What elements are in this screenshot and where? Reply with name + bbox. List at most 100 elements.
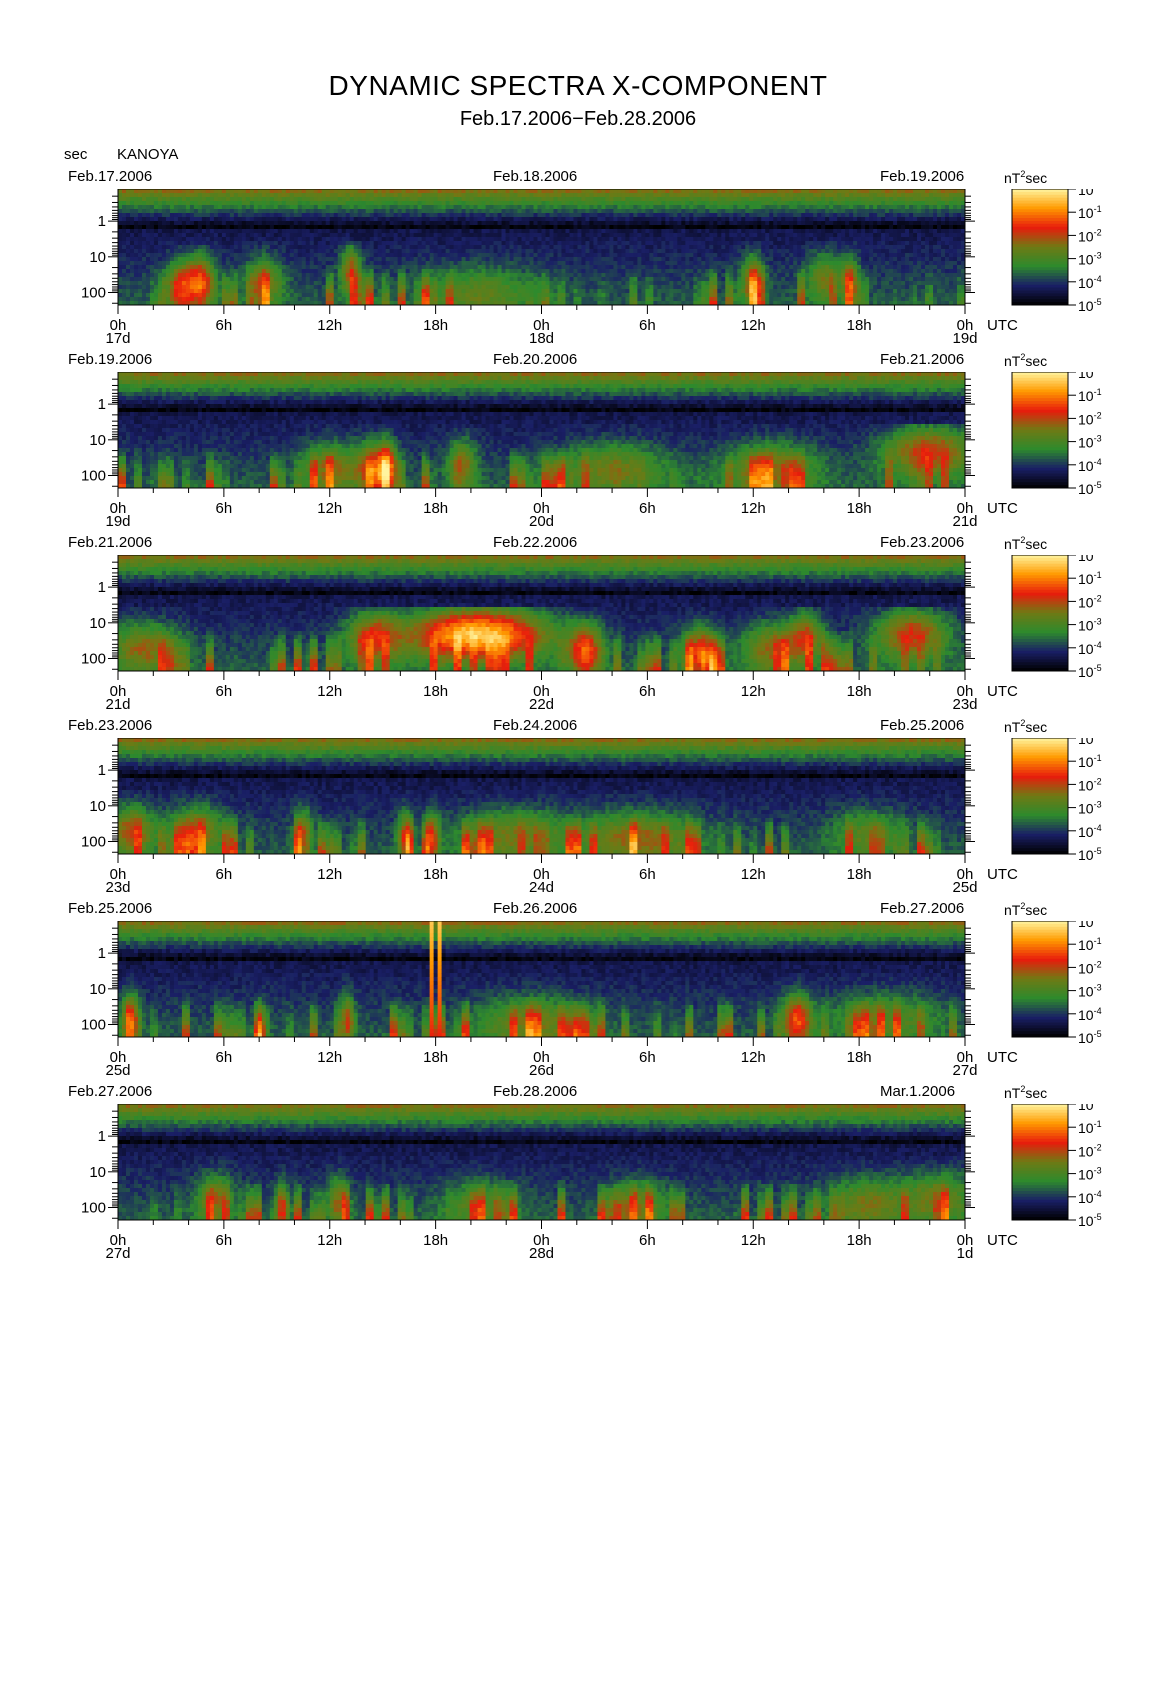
spectrum-cell	[329, 261, 335, 266]
spectrum-cell	[197, 285, 203, 290]
spectrum-cell	[201, 205, 207, 210]
spectrum-cell	[317, 209, 323, 214]
spectrum-cell	[505, 261, 510, 266]
spectrum-cell	[177, 205, 183, 210]
spectrum-cell	[673, 261, 678, 266]
spectrum-cell	[697, 297, 702, 302]
spectrum-cell	[297, 225, 303, 230]
spectrum-cell	[253, 269, 259, 274]
spectrum-cell	[717, 209, 722, 214]
spectrum-cell	[261, 237, 267, 242]
spectrum-cell	[625, 197, 630, 202]
spectrum-cell	[669, 301, 674, 306]
spectrum-cell	[637, 193, 642, 198]
spectrum-cell	[277, 273, 283, 278]
spectrum-cell	[753, 189, 758, 194]
spectrum-cell	[565, 213, 570, 218]
spectrum-cell	[793, 293, 798, 298]
spectrum-cell	[329, 205, 335, 210]
spectrum-cell	[385, 253, 391, 258]
spectrum-cell	[329, 257, 335, 262]
spectrum-cell	[637, 265, 642, 270]
spectrum-cell	[173, 293, 179, 298]
spectrum-cell	[581, 293, 586, 298]
spectrum-cell	[757, 213, 762, 218]
spectrum-cell	[409, 197, 415, 202]
spectrum-cell	[421, 193, 427, 198]
spectrum-cell	[625, 273, 630, 278]
spectrum-cell	[281, 197, 287, 202]
spectrum-cell	[397, 269, 403, 274]
spectrum-cell	[709, 297, 714, 302]
spectrum-cell	[273, 205, 279, 210]
spectrum-cell	[585, 265, 590, 270]
spectrum-cell	[685, 209, 690, 214]
spectrum-cell	[301, 193, 307, 198]
spectrum-cell	[445, 221, 451, 226]
spectrum-cell	[509, 209, 514, 214]
spectrum-cell	[413, 209, 419, 214]
spectrum-cell	[165, 229, 171, 234]
spectrum-cell	[493, 221, 498, 226]
spectrum-cell	[597, 289, 602, 294]
spectrum-cell	[149, 257, 155, 262]
spectrum-cell	[557, 189, 562, 194]
spectrum-cell	[118, 249, 123, 254]
spectrum-cell	[417, 297, 423, 302]
spectrum-cell	[373, 209, 379, 214]
spectrum-cell	[701, 241, 706, 246]
spectrum-cell	[241, 221, 247, 226]
spectrum-cell	[585, 233, 590, 238]
spectrum-cell	[125, 265, 131, 270]
spectrum-cell	[581, 277, 586, 282]
spectrum-cell	[729, 265, 734, 270]
spectrum-cell	[533, 273, 538, 278]
spectrum-cell	[281, 193, 287, 198]
spectrum-cell	[153, 241, 159, 246]
spectrum-cell	[253, 281, 259, 286]
spectrum-cell	[205, 261, 211, 266]
spectrum-cell	[433, 253, 439, 258]
spectrum-cell	[745, 297, 750, 302]
spectrum-cell	[589, 301, 594, 306]
spectrum-cell	[365, 289, 371, 294]
spectrum-cell	[161, 265, 167, 270]
spectrum-cell	[445, 265, 451, 270]
spectrum-cell	[785, 289, 790, 294]
spectrum-cell	[541, 209, 546, 214]
spectrum-cell	[573, 241, 578, 246]
spectrum-cell	[457, 193, 462, 198]
spectrum-cell	[557, 297, 562, 302]
spectrum-cell	[477, 241, 482, 246]
spectrum-cell	[517, 293, 522, 298]
spectrum-cell	[309, 237, 315, 242]
spectrum-cell	[118, 285, 123, 290]
spectrum-cell	[541, 241, 546, 246]
spectrum-cell	[333, 205, 339, 210]
spectrum-cell	[709, 201, 714, 206]
spectrum-cell	[209, 237, 215, 242]
spectrum-cell	[337, 213, 343, 218]
spectrum-cell	[257, 193, 263, 198]
spectrum-cell	[333, 233, 339, 238]
spectrum-cell	[785, 209, 790, 214]
spectrum-cell	[229, 201, 235, 206]
spectrum-cell	[361, 281, 367, 286]
spectrum-cell	[781, 221, 786, 226]
spectrum-cell	[601, 277, 606, 282]
spectrum-cell	[253, 229, 259, 234]
spectrum-cell	[673, 233, 678, 238]
spectrum-cell	[457, 245, 462, 250]
spectrum-cell	[289, 237, 295, 242]
spectrum-cell	[173, 265, 179, 270]
spectrum-cell	[337, 297, 343, 302]
spectrum-cell	[565, 241, 570, 246]
spectrum-cell	[613, 225, 618, 230]
spectrum-cell	[417, 253, 423, 258]
spectrum-cell	[653, 285, 658, 290]
spectrum-cell	[517, 253, 522, 258]
spectrum-cell	[469, 285, 474, 290]
spectrum-cell	[305, 193, 311, 198]
spectrum-cell	[477, 217, 482, 222]
spectrum-cell	[169, 289, 175, 294]
